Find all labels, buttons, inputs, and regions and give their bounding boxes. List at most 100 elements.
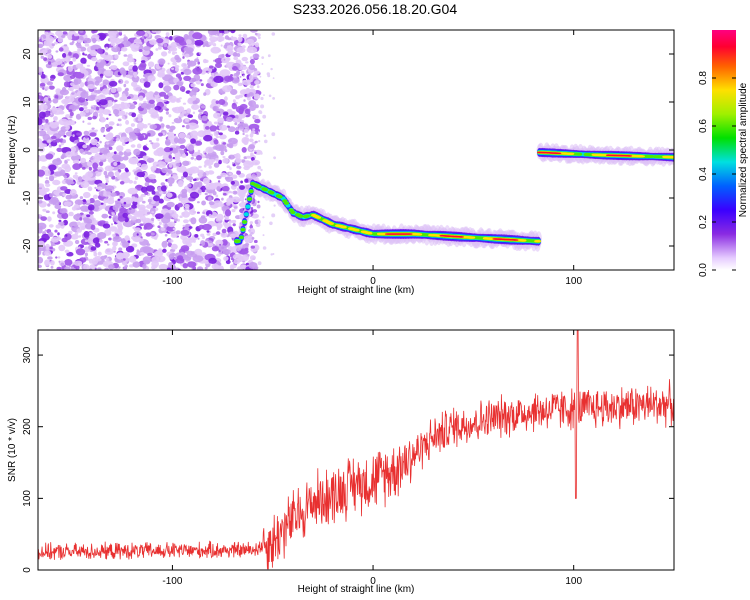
noise-speck — [224, 30, 229, 33]
colorbar-title: Normalized spectral amplitude — [738, 82, 749, 217]
noise-speck — [190, 83, 196, 88]
noise-speck — [155, 213, 164, 220]
noise-speck — [64, 249, 70, 254]
noise-speck — [38, 105, 41, 110]
noise-speck — [186, 176, 194, 181]
noise-speck — [181, 176, 185, 180]
noise-speck — [257, 165, 262, 170]
noise-speck — [163, 146, 172, 153]
noise-speck — [194, 248, 203, 255]
noise-speck — [83, 130, 90, 136]
noise-speck — [39, 71, 43, 76]
noise-speck — [245, 262, 249, 266]
noise-speck — [72, 163, 81, 171]
noise-speck — [77, 176, 83, 182]
noise-speck — [222, 142, 227, 145]
noise-speck — [233, 56, 239, 61]
noise-speck — [171, 213, 179, 219]
noise-speck — [38, 183, 45, 188]
noise-speck — [164, 139, 171, 146]
noise-speck — [65, 114, 71, 119]
noise-speck — [47, 108, 52, 111]
noise-speck — [149, 66, 152, 70]
noise-speck — [105, 180, 109, 183]
noise-speck — [43, 97, 50, 102]
noise-speck — [137, 196, 144, 203]
noise-speck — [245, 61, 249, 64]
noise-speck — [133, 84, 142, 92]
noise-speck — [58, 219, 62, 222]
noise-speck — [197, 181, 203, 188]
noise-speck — [151, 211, 155, 214]
noise-speck — [62, 31, 68, 35]
noise-speck — [243, 99, 246, 102]
spectrogram-y-axis-title: Frequency (Hz) — [7, 116, 18, 185]
noise-speck — [44, 259, 51, 267]
noise-speck — [96, 101, 101, 105]
noise-speck — [58, 260, 61, 263]
noise-speck — [176, 159, 181, 164]
noise-speck — [224, 215, 229, 221]
noise-speck — [172, 156, 175, 160]
noise-speck — [45, 35, 54, 43]
noise-speck — [179, 113, 184, 118]
noise-speck — [227, 190, 232, 194]
noise-speck — [180, 245, 190, 252]
noise-speck — [192, 67, 203, 75]
noise-speck — [100, 255, 107, 260]
noise-speck — [218, 245, 227, 252]
noise-speck — [162, 248, 167, 253]
noise-speck — [38, 93, 43, 96]
noise-speck — [94, 255, 103, 262]
noise-speck — [82, 120, 85, 123]
noise-speck — [57, 235, 60, 238]
noise-speck — [130, 123, 135, 127]
noise-speck — [105, 46, 109, 51]
colorbar-tick-label: 0.4 — [698, 167, 709, 181]
noise-speck — [220, 150, 225, 156]
noise-speck — [260, 168, 263, 172]
noise-speck — [95, 106, 100, 111]
noise-speck — [112, 215, 119, 222]
noise-speck — [48, 97, 51, 101]
noise-speck — [80, 91, 89, 99]
main-ridge-cell — [417, 233, 423, 236]
noise-speck — [230, 30, 236, 34]
noise-speck — [175, 230, 181, 235]
noise-speck — [173, 137, 179, 144]
noise-speck — [223, 111, 229, 116]
noise-speck — [122, 261, 127, 266]
noise-speck — [224, 209, 232, 217]
main-ridge-cell — [513, 239, 519, 241]
noise-speck — [92, 115, 97, 120]
noise-speck — [195, 140, 203, 146]
noise-speck — [246, 155, 251, 159]
main-ridge-cell — [304, 214, 310, 218]
noise-speck — [96, 89, 101, 94]
noise-speck — [39, 214, 42, 217]
noise-speck — [68, 211, 74, 217]
noise-speck — [79, 222, 88, 230]
noise-speck — [165, 90, 169, 93]
noise-speck — [237, 190, 245, 197]
noise-speck — [182, 102, 187, 105]
noise-speck — [148, 140, 152, 143]
noise-speck — [63, 61, 67, 64]
noise-speck — [246, 93, 251, 98]
noise-speck — [243, 160, 254, 168]
noise-speck — [133, 62, 137, 65]
noise-speck — [64, 266, 71, 270]
noise-speck — [111, 65, 118, 71]
noise-speck — [122, 257, 130, 262]
noise-speck — [236, 71, 240, 76]
noise-speck — [171, 51, 176, 55]
noise-speck — [81, 151, 86, 155]
noise-speck — [204, 260, 209, 265]
noise-speck — [198, 165, 202, 169]
noise-speck — [121, 93, 126, 98]
noise-speck — [48, 175, 55, 182]
noise-speck — [47, 54, 53, 59]
main-ridge-cell — [245, 204, 251, 209]
noise-speck — [226, 116, 233, 123]
noise-speck — [193, 152, 197, 157]
